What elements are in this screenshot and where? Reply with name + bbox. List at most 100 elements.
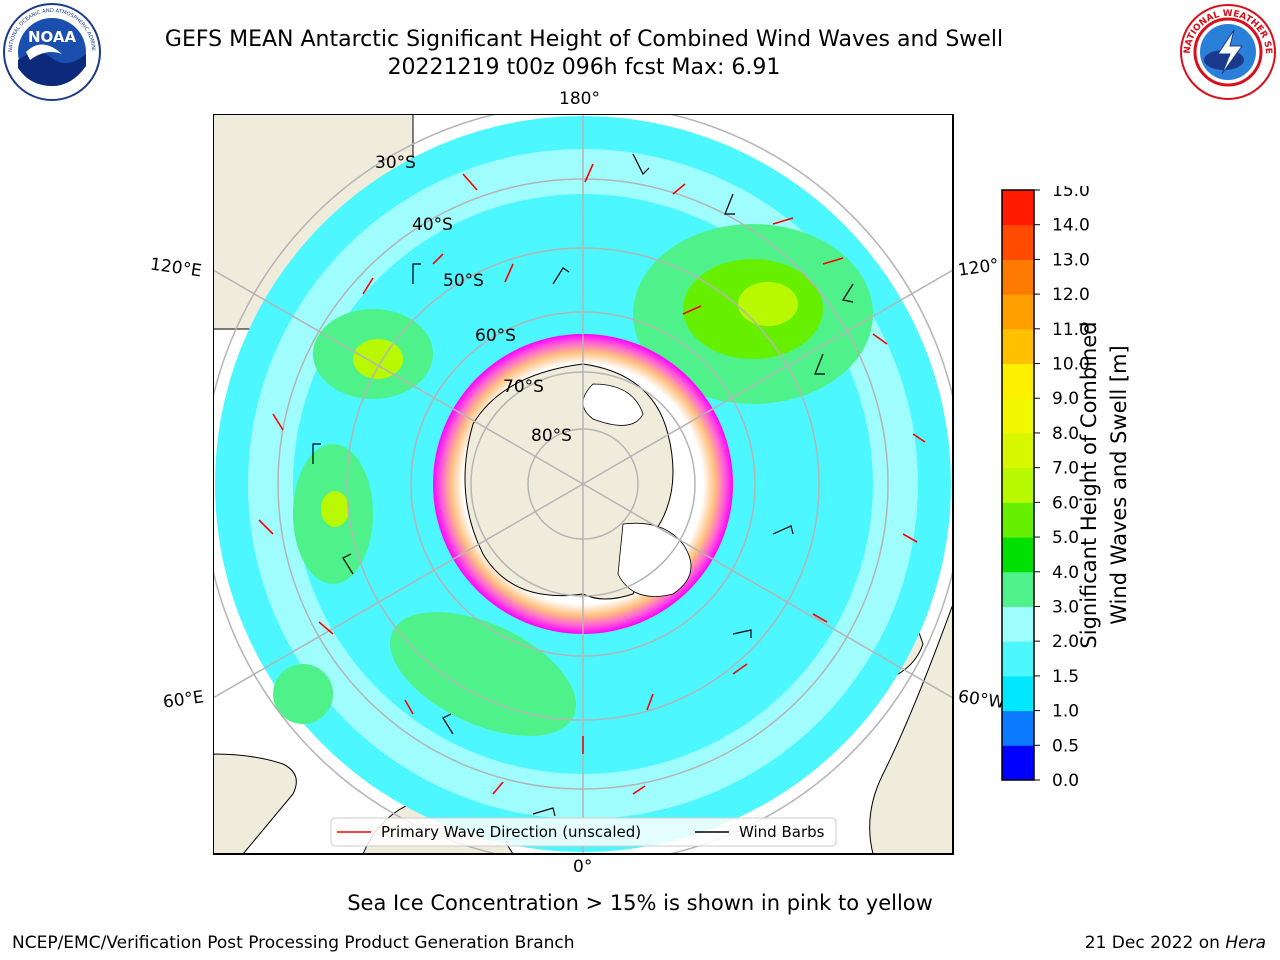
colorbar-tick-label: 0.5 — [1052, 736, 1079, 756]
wind-barb — [772, 525, 794, 535]
colorbar-cell — [1002, 432, 1034, 469]
colorbar-tick-label: 10.0 — [1052, 355, 1090, 375]
colorbar-cell — [1002, 190, 1034, 226]
wave-arrow — [812, 613, 828, 623]
colorbar-tick-label: 2.0 — [1052, 632, 1079, 652]
colorbar-tick-label: 14.0 — [1052, 216, 1090, 236]
colorbar-cell — [1002, 675, 1034, 712]
wave-arrow — [504, 263, 514, 283]
wind-barb — [412, 263, 421, 284]
noaa-logo: NOAA NATIONAL OCEANIC AND ATMOSPHERIC AD… — [2, 2, 101, 101]
wind-barb — [842, 283, 854, 303]
wind-barb — [732, 629, 752, 638]
lat-label-30s: 30°S — [375, 153, 416, 173]
colorbar-tick-label: 12.0 — [1052, 285, 1090, 305]
colorbar-cell — [1002, 745, 1034, 781]
wave-arrow — [258, 519, 274, 535]
map-frame — [213, 114, 954, 855]
wave-arrow — [872, 333, 888, 345]
colorbar-tick-label: 4.0 — [1052, 563, 1079, 583]
colorbar-tick-label: 3.0 — [1052, 597, 1079, 617]
lon-label-0: 0° — [573, 857, 593, 877]
map-legend: Primary Wave Direction (unscaled) Wind B… — [330, 817, 837, 847]
wave-arrow — [318, 621, 334, 635]
wave-direction-legend-label: Primary Wave Direction (unscaled) — [381, 823, 641, 841]
footer-date: 21 Dec 2022 on Hera — [1085, 933, 1266, 953]
colorbar-cell — [1002, 467, 1034, 503]
colorbar-tick-label: 11.0 — [1052, 320, 1090, 340]
colorbar-tick-label: 7.0 — [1052, 459, 1079, 479]
wave-arrow — [462, 173, 478, 191]
svg-text:NOAA: NOAA — [28, 28, 77, 46]
polar-map: 30°S 40°S 50°S 60°S 70°S 80°S Primary Wa… — [213, 114, 954, 855]
colorbar: 0.0 0.5 1.0 1.5 2.0 3.0 4.0 5.0 6.0 7.0 8.0 9.0 10.0… — [1001, 186, 1090, 786]
colorbar-tick-label: 1.5 — [1052, 667, 1079, 687]
colorbar-cell — [1002, 328, 1034, 365]
colorbar-cell — [1002, 710, 1034, 746]
colorbar-tick-label: 13.0 — [1052, 250, 1090, 270]
colorbar-cell — [1002, 294, 1034, 330]
wind-barb — [724, 193, 735, 215]
nws-logo: NATIONAL WEATHER SERVICE — [1178, 2, 1276, 100]
wave-arrow — [772, 217, 794, 225]
wave-arrow — [822, 257, 844, 265]
wave-arrow — [584, 163, 594, 183]
wind-barb — [312, 443, 321, 464]
colorbar-cell — [1002, 398, 1034, 434]
wave-arrow — [646, 693, 654, 711]
wave-zone-southwest-indian — [273, 664, 333, 724]
lat-label-80s: 80°S — [531, 426, 572, 446]
wave-arrow — [404, 699, 414, 715]
lon-label-60e: 60°E — [161, 687, 206, 713]
colorbar-label-line2: Wind Waves and Swell [m] — [1107, 345, 1131, 625]
lon-label-60w: 60°W — [956, 686, 1007, 714]
colorbar-cell — [1002, 259, 1034, 295]
colorbar-label-line1: Significant Height of Combined — [1077, 321, 1101, 649]
wave-peak-south-pacific — [738, 282, 798, 326]
lon-label-120e: 120°E — [148, 254, 203, 282]
africa-land — [213, 753, 297, 854]
colorbar-tick-label: 8.0 — [1052, 424, 1079, 444]
wave-arrow — [432, 253, 444, 265]
wind-barbs-legend-label: Wind Barbs — [739, 823, 825, 841]
wave-peak-south-indian-east — [353, 339, 403, 379]
lat-label-60s: 60°S — [475, 326, 516, 346]
lat-label-70s: 70°S — [503, 377, 544, 397]
wave-arrow — [672, 183, 686, 195]
wind-barb — [342, 553, 354, 575]
wave-arrow — [272, 413, 284, 431]
wind-barb — [814, 353, 825, 375]
wind-barb — [532, 807, 556, 817]
lat-label-50s: 50°S — [443, 271, 484, 291]
colorbar-tick-label: 0.0 — [1052, 771, 1079, 786]
wave-arrow — [492, 781, 504, 795]
wave-zone-south-atlantic — [389, 612, 577, 736]
wave-direction-arrows — [258, 163, 926, 795]
colorbar-cell — [1002, 224, 1034, 260]
map-subtitle: 20221219 t00z 096h fcst Max: 6.91 — [387, 55, 781, 80]
footer-credit: NCEP/EMC/Verification Post Processing Pr… — [12, 933, 575, 953]
lon-label-180: 180° — [559, 89, 600, 109]
wind-barb — [632, 153, 650, 176]
colorbar-cell — [1002, 502, 1034, 538]
wind-barbs — [312, 153, 854, 817]
wind-barb — [552, 267, 570, 285]
colorbar-cell — [1002, 363, 1034, 399]
sea-ice-caption: Sea Ice Concentration > 15% is shown in … — [347, 891, 933, 915]
lat-label-40s: 40°S — [412, 215, 453, 235]
colorbar-tick-label: 9.0 — [1052, 389, 1079, 409]
colorbar-tick-label: 15.0 — [1052, 186, 1090, 201]
colorbar-tick-label: 5.0 — [1052, 528, 1079, 548]
colorbar-cell — [1002, 641, 1034, 677]
footer-date-text: 21 Dec 2022 on — [1084, 933, 1226, 953]
graticule — [213, 114, 953, 854]
wind-barb — [442, 713, 454, 735]
south-america-land-south — [869, 603, 953, 854]
lon-label-120w: 120° — [956, 255, 1001, 281]
wave-peak-south-indian-west — [321, 491, 349, 527]
wave-arrow — [632, 785, 646, 795]
wave-arrow — [912, 433, 926, 443]
wave-arrow — [902, 533, 918, 543]
wave-arrow — [682, 305, 702, 315]
map-title: GEFS MEAN Antarctic Significant Height o… — [164, 27, 1004, 52]
